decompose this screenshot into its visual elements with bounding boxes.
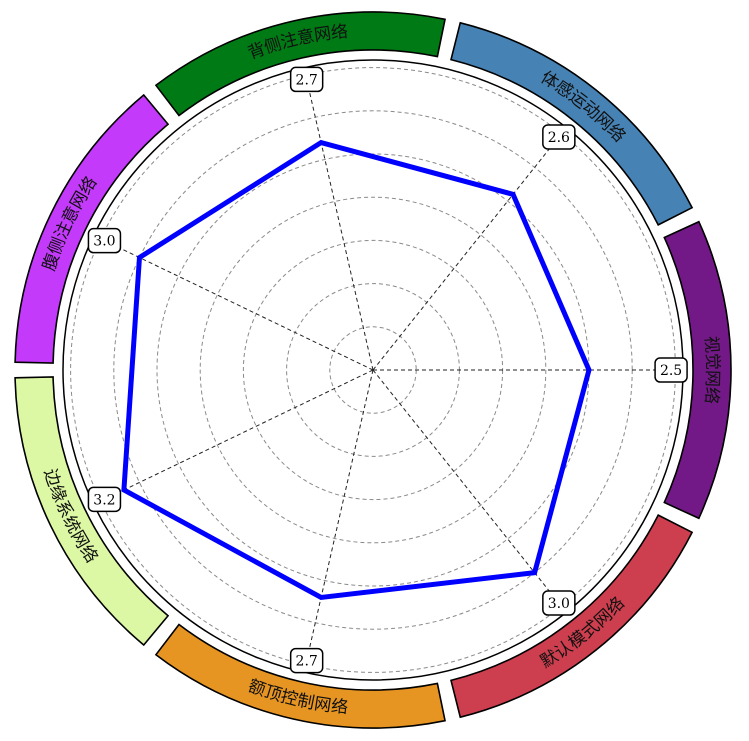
value-label: 2.5 [654, 357, 688, 383]
band-segment [450, 514, 694, 719]
band-segment [450, 21, 694, 226]
svg-text:2.7: 2.7 [296, 72, 318, 88]
axis-spoke [372, 127, 567, 371]
value-label: 2.7 [289, 66, 324, 93]
axis-spoke [303, 369, 374, 673]
band-segment [663, 220, 732, 520]
axis-spoke [303, 67, 374, 371]
axis-spoke [93, 369, 374, 505]
band-segment [154, 623, 446, 729]
svg-text:3.0: 3.0 [548, 596, 570, 612]
band-segment [154, 11, 446, 117]
axis-spokes [93, 67, 683, 673]
series-line [121, 139, 592, 601]
svg-text:2.7: 2.7 [296, 654, 318, 670]
network-band-ring [14, 11, 732, 729]
band-segment [14, 376, 170, 647]
value-label: 2.7 [289, 647, 324, 674]
band-segment [14, 93, 170, 364]
value-label: 2.6 [542, 124, 576, 150]
value-labels: 2.5 2.6 2.7 3.0 3.2 2.7 3.0 [87, 66, 688, 674]
svg-text:3.2: 3.2 [93, 492, 115, 508]
value-label: 3.0 [87, 227, 122, 254]
svg-text:2.5: 2.5 [660, 363, 682, 379]
grid-circle [199, 196, 547, 544]
axis-spoke [93, 235, 374, 371]
svg-text:3.0: 3.0 [93, 234, 115, 250]
value-label: 3.2 [87, 486, 122, 513]
axis-spoke [372, 369, 567, 613]
value-label: 3.0 [542, 590, 576, 616]
svg-text:2.6: 2.6 [548, 130, 570, 146]
